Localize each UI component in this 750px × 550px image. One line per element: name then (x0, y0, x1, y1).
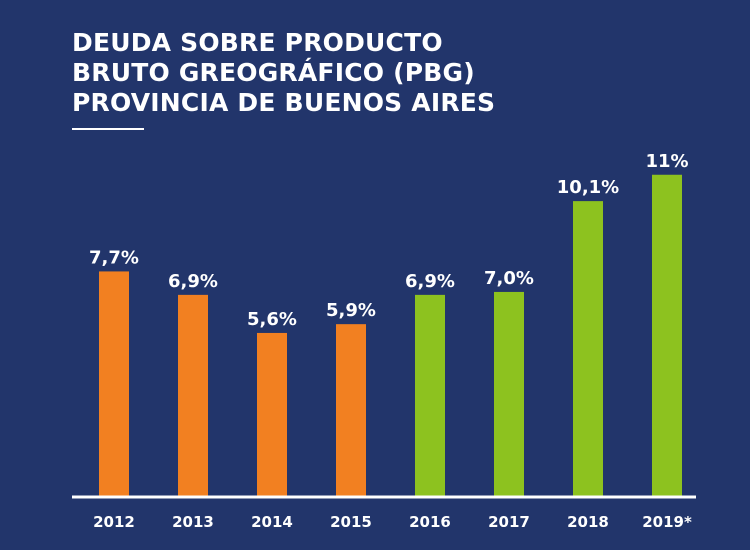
bar-2016 (415, 294, 445, 497)
x-tick-label-2017: 2017 (488, 513, 530, 531)
x-tick-label-2015: 2015 (330, 513, 372, 531)
data-label-2015: 5,9% (326, 300, 376, 321)
bar-2012 (99, 271, 129, 497)
data-label-2013: 6,9% (168, 271, 218, 292)
bar-2013 (178, 294, 208, 497)
chart-title-line-1: DEUDA SOBRE PRODUCTO (72, 28, 443, 57)
chart-title: DEUDA SOBRE PRODUCTO BRUTO GREOGRÁFICO (… (72, 28, 495, 118)
data-label-2012: 7,7% (89, 247, 139, 268)
x-tick-label-2014: 2014 (251, 513, 293, 531)
data-label-2014: 5,6% (247, 309, 297, 330)
x-tick-label-2013: 2013 (172, 513, 214, 531)
x-tick-label-2019: 2019* (642, 513, 692, 531)
bar-2014 (257, 332, 287, 497)
chart-title-line-3: PROVINCIA DE BUENOS AIRES (72, 88, 496, 117)
data-label-2016: 6,9% (405, 271, 455, 292)
bar-2015 (336, 324, 366, 497)
bar-2017 (494, 291, 524, 497)
bar-2019 (652, 174, 682, 497)
title-underline (72, 128, 144, 130)
x-tick-label-2016: 2016 (409, 513, 451, 531)
bar-2018 (573, 201, 603, 497)
data-label-2019: 11% (645, 151, 688, 172)
x-tick-label-2012: 2012 (93, 513, 135, 531)
data-label-2018: 10,1% (557, 177, 619, 198)
chart-title-line-2: BRUTO GREOGRÁFICO (PBG) (72, 58, 475, 87)
data-label-2017: 7,0% (484, 268, 534, 289)
x-tick-label-2018: 2018 (567, 513, 609, 531)
